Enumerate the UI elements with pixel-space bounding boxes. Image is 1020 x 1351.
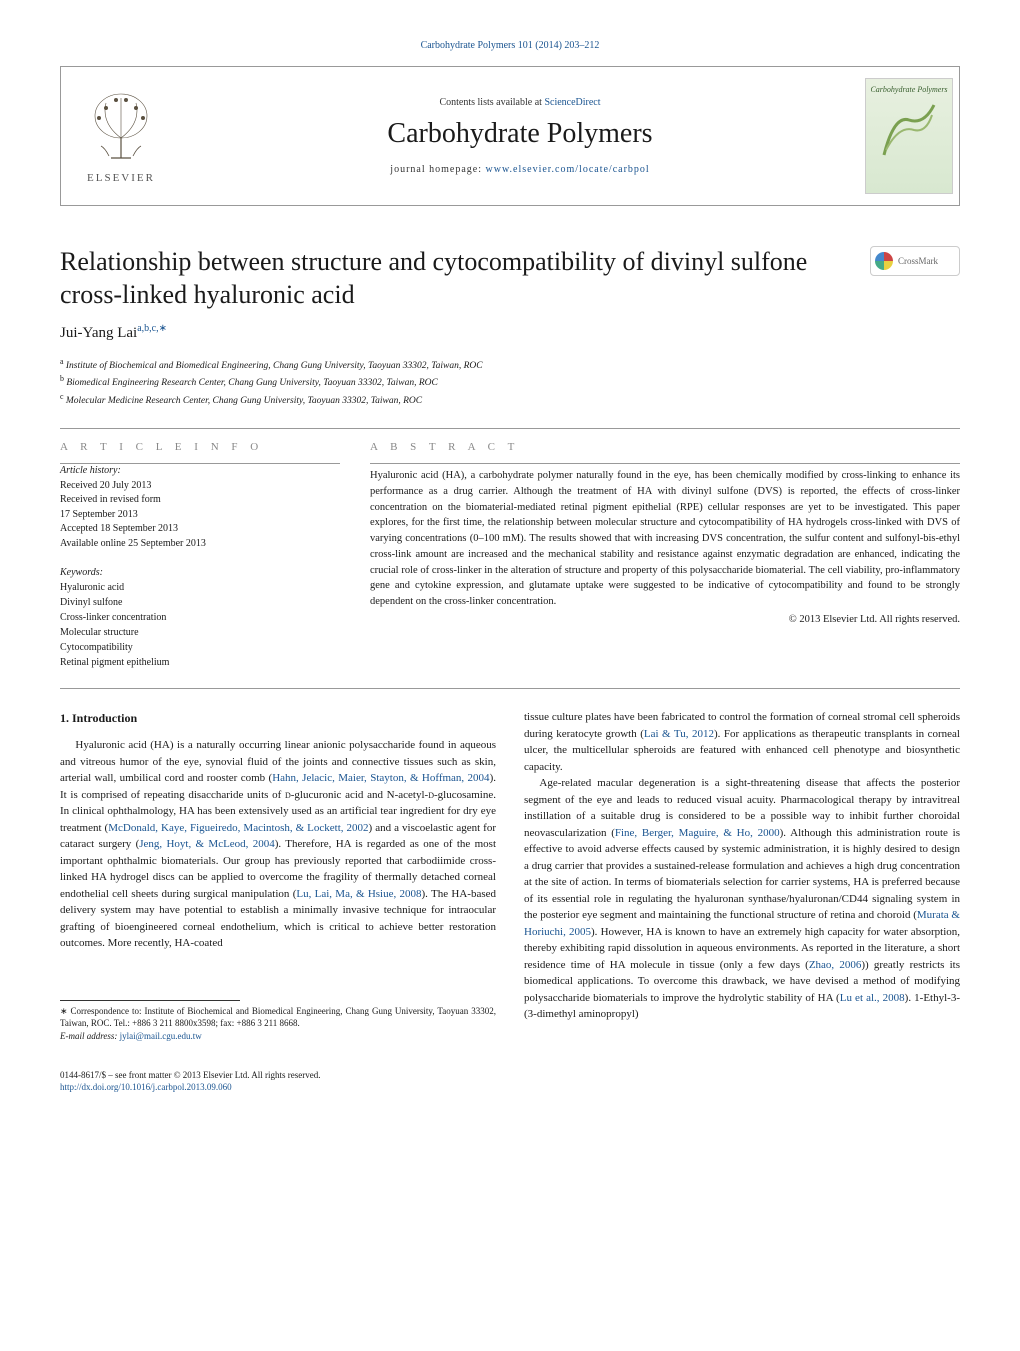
body-text: 1. Introduction Hyaluronic acid (HA) is … bbox=[60, 709, 960, 1042]
publisher-logo: ELSEVIER bbox=[61, 67, 181, 205]
crossmark-label: CrossMark bbox=[898, 256, 938, 266]
ref-hahn[interactable]: Hahn, Jelacic, Maier, Stayton, & Hoffman… bbox=[272, 772, 489, 784]
contents-line: Contents lists available at ScienceDirec… bbox=[439, 97, 600, 108]
doi-link[interactable]: http://dx.doi.org/10.1016/j.carbpol.2013… bbox=[60, 1082, 232, 1092]
abstract-text: Hyaluronic acid (HA), a carbohydrate pol… bbox=[370, 464, 960, 610]
title-row: Relationship between structure and cytoc… bbox=[60, 246, 960, 311]
abstract-column: A B S T R A C T Hyaluronic acid (HA), a … bbox=[370, 429, 960, 670]
ref-fine[interactable]: Fine, Berger, Maguire, & Ho, 2000 bbox=[615, 827, 780, 839]
ref-jeng[interactable]: Jeng, Hoyt, & McLeod, 2004 bbox=[139, 838, 274, 850]
footnotes: ∗ Correspondence to: Institute of Bioche… bbox=[60, 1005, 496, 1043]
author-marks: a,b,c,∗ bbox=[137, 323, 167, 334]
journal-header: ELSEVIER Contents lists available at Sci… bbox=[60, 66, 960, 206]
journal-cover: Carbohydrate Polymers bbox=[859, 67, 959, 205]
citation-link[interactable]: Carbohydrate Polymers 101 (2014) 203–212 bbox=[60, 40, 960, 51]
history-revised-2: 17 September 2013 bbox=[60, 508, 340, 523]
cover-thumbnail: Carbohydrate Polymers bbox=[865, 78, 953, 194]
header-center: Contents lists available at ScienceDirec… bbox=[181, 67, 859, 205]
journal-homepage: journal homepage: www.elsevier.com/locat… bbox=[390, 164, 649, 175]
crossmark-badge[interactable]: CrossMark bbox=[870, 246, 960, 276]
body-p3: Age-related macular degeneration is a si… bbox=[524, 775, 960, 1023]
article-title: Relationship between structure and cytoc… bbox=[60, 246, 850, 311]
footnote-rule bbox=[60, 1000, 240, 1001]
cover-art-icon bbox=[874, 95, 944, 165]
ref-lu[interactable]: Lu, Lai, Ma, & Hsiue, 2008 bbox=[296, 888, 421, 900]
page-footer: 0144-8617/$ – see front matter © 2013 El… bbox=[60, 1069, 960, 1094]
section-title: Introduction bbox=[72, 711, 137, 725]
keyword-4: Cytocompatibility bbox=[60, 640, 340, 655]
sciencedirect-link[interactable]: ScienceDirect bbox=[544, 97, 600, 108]
email-link[interactable]: jylai@mail.cgu.edu.tw bbox=[120, 1031, 202, 1041]
affiliations: a Institute of Biochemical and Biomedica… bbox=[60, 356, 960, 408]
publisher-name: ELSEVIER bbox=[87, 172, 155, 184]
elsevier-tree-icon bbox=[81, 88, 161, 168]
correspondence-note: ∗ Correspondence to: Institute of Bioche… bbox=[60, 1005, 496, 1030]
ref-mcdonald[interactable]: McDonald, Kaye, Figueiredo, Macintosh, &… bbox=[108, 822, 368, 834]
section-number: 1. bbox=[60, 711, 69, 725]
issn-line: 0144-8617/$ – see front matter © 2013 El… bbox=[60, 1069, 960, 1082]
homepage-link[interactable]: www.elsevier.com/locate/carbpol bbox=[486, 164, 650, 175]
history-received: Received 20 July 2013 bbox=[60, 479, 340, 494]
body-p2: tissue culture plates have been fabricat… bbox=[524, 709, 960, 775]
article-info-column: A R T I C L E I N F O Article history: R… bbox=[60, 429, 340, 670]
article-history: Article history: Received 20 July 2013 R… bbox=[60, 464, 340, 551]
contents-prefix: Contents lists available at bbox=[439, 97, 544, 108]
body-p1: Hyaluronic acid (HA) is a naturally occu… bbox=[60, 737, 496, 952]
journal-name: Carbohydrate Polymers bbox=[387, 118, 652, 150]
homepage-prefix: journal homepage: bbox=[390, 164, 485, 175]
ref-lu2[interactable]: Lu et al., 2008 bbox=[840, 992, 905, 1004]
section-heading-1: 1. Introduction bbox=[60, 709, 496, 727]
ref-lai-tu[interactable]: Lai & Tu, 2012 bbox=[644, 728, 714, 740]
email-line: E-mail address: jylai@mail.cgu.edu.tw bbox=[60, 1030, 496, 1043]
abstract-copyright: © 2013 Elsevier Ltd. All rights reserved… bbox=[370, 614, 960, 625]
history-revised-1: Received in revised form bbox=[60, 493, 340, 508]
keyword-2: Cross-linker concentration bbox=[60, 610, 340, 625]
history-label: Article history: bbox=[60, 464, 340, 479]
author-name: Jui-Yang Lai bbox=[60, 325, 137, 341]
keywords-block: Keywords: Hyaluronic acid Divinyl sulfon… bbox=[60, 565, 340, 670]
cover-title: Carbohydrate Polymers bbox=[870, 85, 947, 95]
article-info-heading: A R T I C L E I N F O bbox=[60, 429, 340, 463]
abstract-heading: A B S T R A C T bbox=[370, 429, 960, 463]
crossmark-icon bbox=[875, 252, 893, 270]
history-accepted: Accepted 18 September 2013 bbox=[60, 522, 340, 537]
keywords-label: Keywords: bbox=[60, 565, 340, 580]
ref-zhao[interactable]: Zhao, 2006 bbox=[809, 959, 862, 971]
history-online: Available online 25 September 2013 bbox=[60, 537, 340, 552]
email-label: E-mail address: bbox=[60, 1031, 120, 1041]
keyword-5: Retinal pigment epithelium bbox=[60, 655, 340, 670]
keyword-3: Molecular structure bbox=[60, 625, 340, 640]
keyword-0: Hyaluronic acid bbox=[60, 580, 340, 595]
affiliation-c: c Molecular Medicine Research Center, Ch… bbox=[60, 391, 960, 408]
keyword-1: Divinyl sulfone bbox=[60, 595, 340, 610]
author-line: Jui-Yang Laia,b,c,∗ bbox=[60, 323, 960, 342]
info-abstract-row: A R T I C L E I N F O Article history: R… bbox=[60, 429, 960, 670]
affiliation-b: b Biomedical Engineering Research Center… bbox=[60, 373, 960, 390]
affiliation-a: a Institute of Biochemical and Biomedica… bbox=[60, 356, 960, 373]
